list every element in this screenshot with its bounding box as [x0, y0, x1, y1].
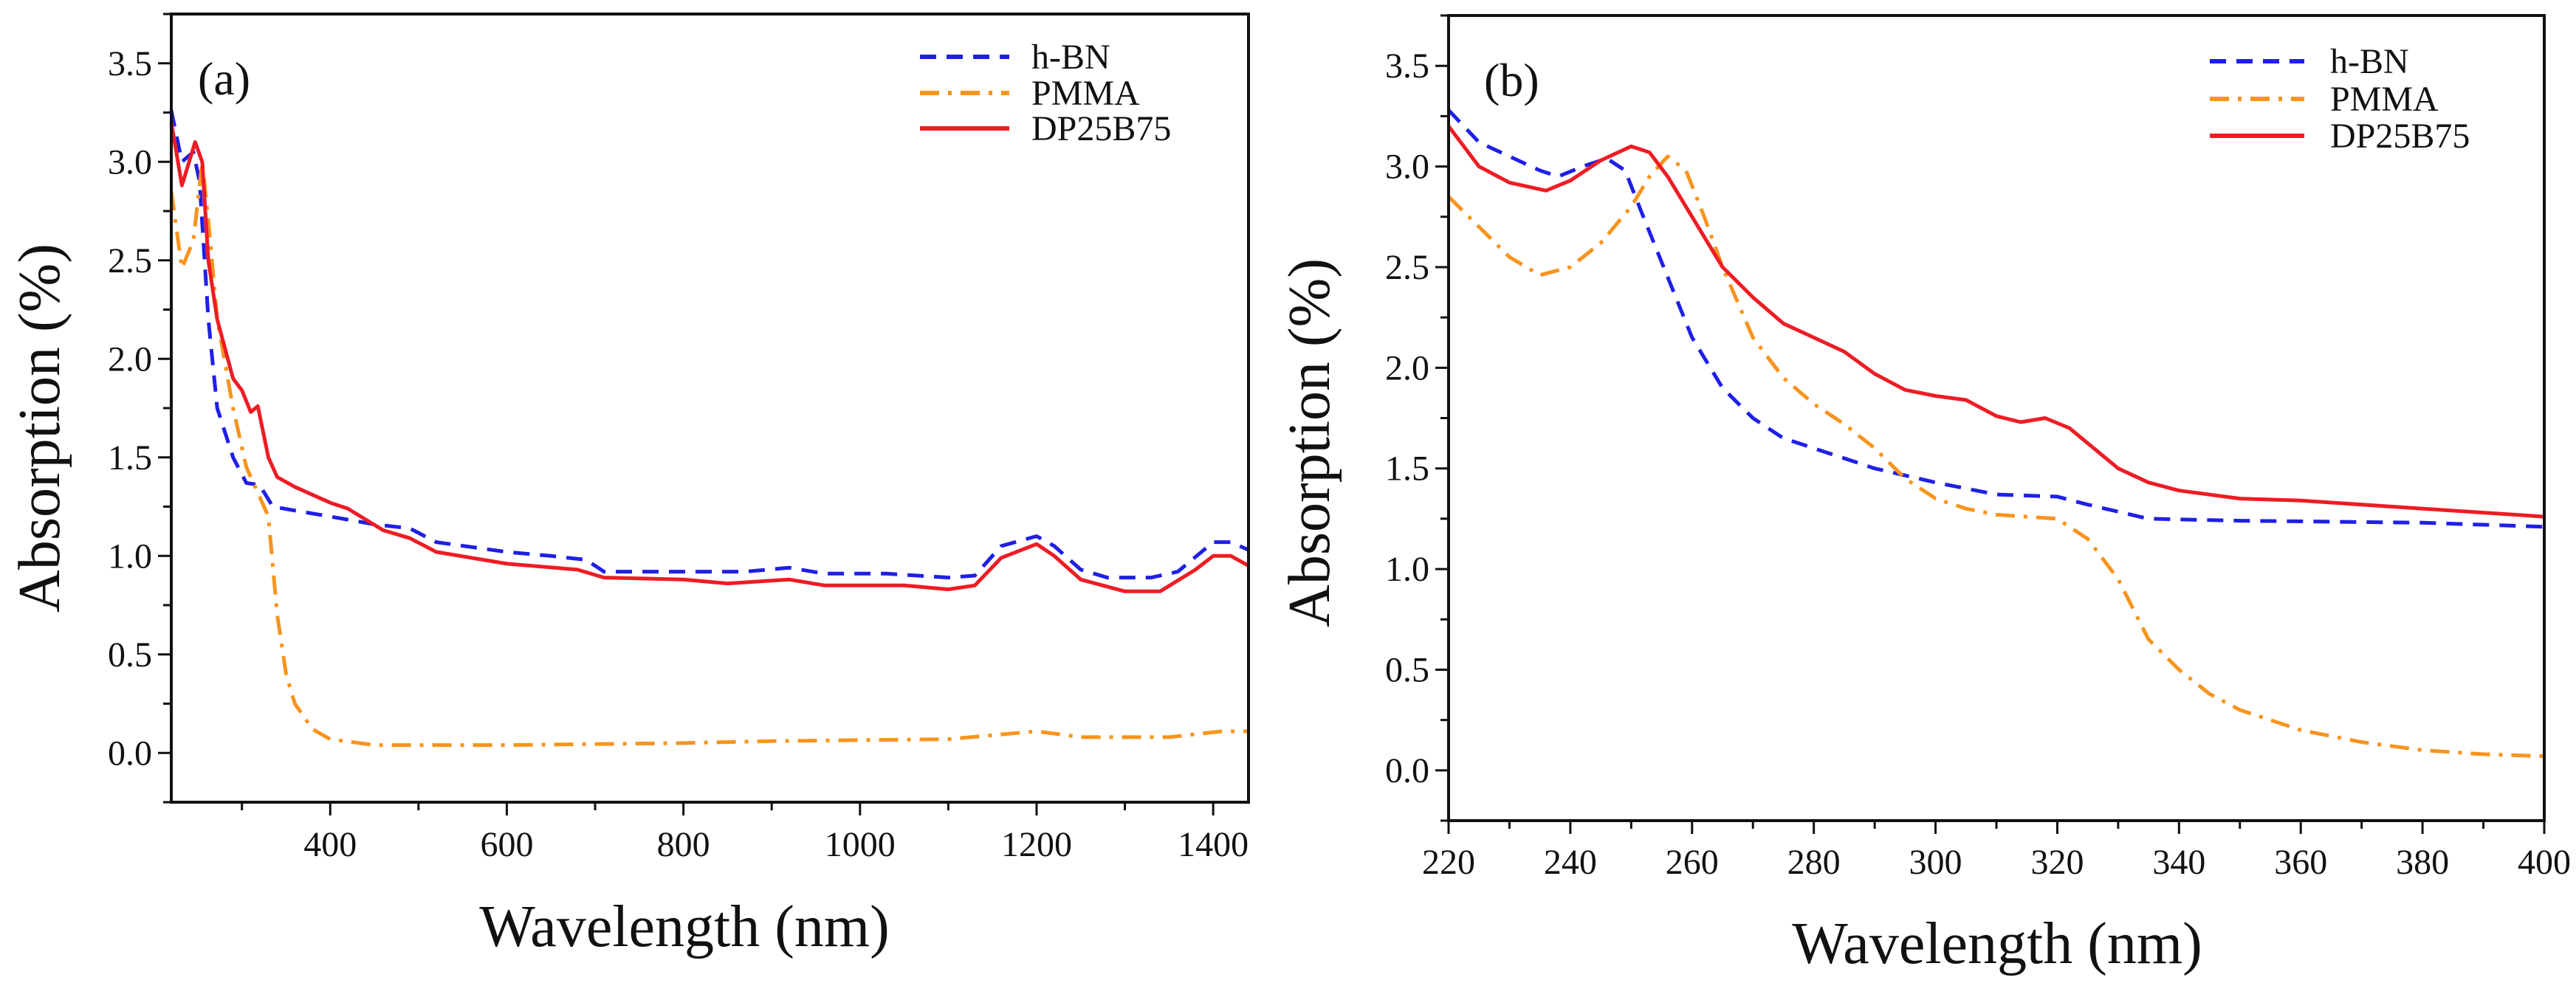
panel-b-absorption-chart: (b) Wavelength (nm) Absorption (%) h-BN … [1277, 14, 2571, 976]
y-tick-label: 1.0 [1385, 550, 1429, 589]
x-tick-label: 800 [657, 825, 710, 864]
y-tick-label: 3.0 [108, 142, 152, 182]
x-tick-label: 320 [2030, 843, 2084, 882]
series-line-h-bn [169, 110, 1250, 580]
x-tick-label: 300 [1909, 843, 1962, 882]
y-tick-label: 2.0 [108, 339, 152, 379]
x-tick-label: 1200 [1001, 825, 1072, 864]
legend-label-pmma: PMMA [1031, 74, 1140, 113]
series-line-pmma [169, 159, 1248, 748]
x-tick-label: 1000 [825, 825, 896, 864]
y-tick-label: 1.0 [108, 537, 152, 576]
y-tick-label: 2.5 [108, 241, 152, 280]
x-tick-label: 600 [480, 825, 533, 864]
y-tick-label: 3.5 [1385, 46, 1429, 86]
x-tick-label: 400 [303, 825, 357, 864]
panel-label: (a) [198, 52, 250, 105]
legend: h-BN PMMA DP25B75 [2330, 42, 2470, 156]
series-line-dp25b75 [169, 122, 1250, 593]
legend: h-BN PMMA DP25B75 [1031, 38, 1171, 148]
x-tick-label: 260 [1666, 843, 1719, 882]
legend-label-h-bn: h-BN [1031, 38, 1110, 77]
y-tick-label: 0.5 [108, 635, 152, 675]
y-tick-label: 2.0 [1385, 348, 1429, 387]
x-tick-label: 380 [2396, 843, 2449, 882]
y-tick-label: 3.0 [1385, 148, 1429, 187]
x-tick-label: 1400 [1178, 825, 1248, 864]
y-tick-label: 0.0 [1385, 751, 1429, 790]
y-tick-label: 0.5 [1385, 650, 1429, 689]
series-line-h-bn [1447, 108, 2545, 529]
series-line-dp25b75 [1447, 125, 2545, 519]
y-tick-label: 1.5 [1385, 449, 1429, 489]
y-tick-label: 2.5 [1385, 248, 1429, 287]
x-tick-label: 340 [2152, 843, 2205, 882]
y-tick-label: 3.5 [108, 44, 152, 83]
legend-label-pmma: PMMA [2330, 80, 2439, 119]
x-axis-title: Wavelength (nm) [479, 894, 890, 959]
y-axis-title: Absorption (%) [1277, 258, 1342, 627]
panel-label: (b) [1484, 54, 1539, 106]
panel-a-absorption-chart: (a) Wavelength (nm) Absorption (%) h-BN … [7, 13, 1250, 959]
x-tick-label: 360 [2274, 843, 2327, 882]
y-tick-label: 1.5 [108, 438, 152, 477]
x-tick-label: 220 [1422, 843, 1475, 882]
legend-label-dp25b75: DP25B75 [1031, 109, 1171, 148]
x-tick-label: 240 [1544, 843, 1597, 882]
y-tick-label: 0.0 [108, 734, 152, 773]
series-line-pmma [1447, 154, 2545, 759]
x-tick-label: 400 [2518, 843, 2571, 882]
legend-label-dp25b75: DP25B75 [2330, 117, 2470, 156]
y-axis-title: Absorption (%) [7, 244, 72, 613]
legend-label-h-bn: h-BN [2330, 42, 2409, 81]
x-axis-title: Wavelength (nm) [1792, 911, 2202, 976]
x-tick-label: 280 [1787, 843, 1841, 882]
